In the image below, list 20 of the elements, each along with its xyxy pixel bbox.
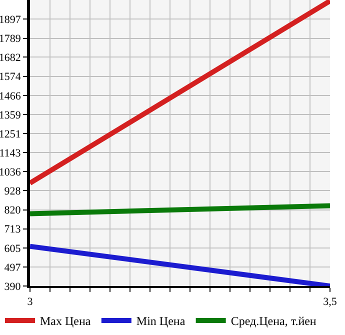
x-tick-label: 3: [27, 296, 34, 308]
legend-label: Max Цена: [40, 314, 92, 328]
y-tick-label: 1574: [0, 71, 22, 84]
legend-label: Min Цена: [136, 314, 186, 328]
y-tick-label: 1682: [0, 52, 21, 64]
x-tick-label: 3,5: [323, 296, 338, 308]
y-tick-label: 1897: [0, 14, 22, 26]
y-tick-label: 1359: [0, 109, 22, 122]
y-tick-label: 1466: [0, 90, 22, 102]
y-tick-label: 1143: [0, 148, 22, 160]
y-tick-label: 497: [4, 262, 22, 274]
y-tick-label: 928: [4, 186, 22, 198]
legend-label: Сред.Цена, т.йен: [230, 314, 317, 328]
y-tick-label: 820: [4, 204, 22, 217]
y-tick-label: 1251: [0, 128, 21, 140]
y-tick-label: 605: [4, 242, 22, 255]
y-tick-label: 1789: [0, 33, 22, 46]
y-tick-label: 390: [4, 280, 22, 293]
y-tick-label: 713: [4, 224, 22, 236]
y-tick-label: 1036: [0, 166, 22, 178]
